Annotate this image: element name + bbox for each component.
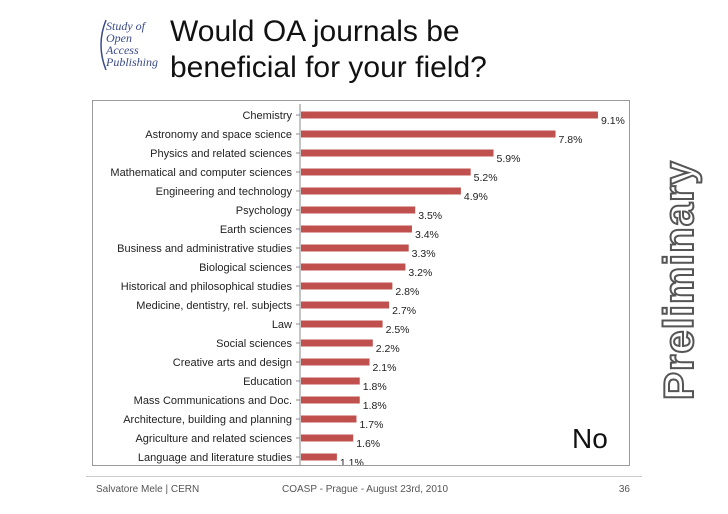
bar xyxy=(301,263,406,271)
bar xyxy=(301,244,409,252)
category-label: Business and administrative studies xyxy=(117,243,292,255)
data-label: 2.1% xyxy=(373,362,397,374)
bar xyxy=(301,225,412,233)
bar xyxy=(301,282,393,290)
data-label: 5.2% xyxy=(474,172,498,184)
data-label: 1.1% xyxy=(340,457,364,465)
category-label: Physics and related sciences xyxy=(150,148,292,160)
slide-footer: Salvatore Mele | CERN COASP - Prague - A… xyxy=(86,476,642,499)
category-label: Law xyxy=(272,319,292,331)
data-label: 3.2% xyxy=(408,267,432,279)
data-label: 4.9% xyxy=(464,191,488,203)
logo-line: Open xyxy=(106,31,132,45)
category-label: Historical and philosophical studies xyxy=(121,281,293,293)
bar xyxy=(301,206,416,214)
data-label: 2.5% xyxy=(386,324,410,336)
category-label: Earth sciences xyxy=(220,224,293,236)
category-label: Astronomy and space science xyxy=(145,129,292,141)
bar xyxy=(301,149,494,157)
data-label: 9.1% xyxy=(601,115,625,127)
data-label: 3.5% xyxy=(418,210,442,222)
bar xyxy=(301,415,357,423)
category-label: Language and literature studies xyxy=(138,452,293,464)
category-label: Chemistry xyxy=(242,110,292,122)
slide-title: Would OA journals be beneficial for your… xyxy=(170,14,487,86)
data-label: 2.2% xyxy=(376,343,400,355)
bar xyxy=(301,453,337,461)
category-label: Social sciences xyxy=(216,338,292,350)
bar xyxy=(301,301,390,309)
bar xyxy=(301,187,461,195)
data-label: 1.8% xyxy=(363,400,387,412)
data-label: 1.7% xyxy=(359,419,383,431)
category-label: Creative arts and design xyxy=(173,357,292,369)
category-label: Psychology xyxy=(236,205,293,217)
bar xyxy=(301,111,598,119)
preliminary-stamp: Preliminary xyxy=(654,159,703,401)
bar xyxy=(301,396,360,404)
bar xyxy=(301,358,370,366)
title-line-2: beneficial for your field? xyxy=(170,51,487,84)
chart-frame: Chemistry 9.1% Astronomy and space science… xyxy=(92,100,630,466)
bar xyxy=(301,130,556,138)
bar xyxy=(301,434,354,442)
logo-line: Study of xyxy=(106,19,145,33)
bar xyxy=(301,168,471,176)
footer-event: COASP - Prague - August 23rd, 2010 xyxy=(282,484,449,495)
data-label: 5.9% xyxy=(497,153,521,165)
footer-author: Salvatore Mele | CERN xyxy=(96,484,200,495)
answer-label: No xyxy=(572,423,608,454)
logo-line: Access xyxy=(106,43,139,57)
data-label: 3.4% xyxy=(415,229,439,241)
category-label: Medicine, dentistry, rel. subjects xyxy=(136,300,292,312)
title-line-1: Would OA journals be xyxy=(170,15,460,48)
category-label: Education xyxy=(243,376,292,388)
data-label: 1.6% xyxy=(356,438,380,450)
data-label: 3.3% xyxy=(412,248,436,260)
data-label: 7.8% xyxy=(559,134,583,146)
data-label: 2.8% xyxy=(395,286,419,298)
category-label: Architecture, building and planning xyxy=(123,414,292,426)
bar xyxy=(301,320,383,328)
bar-chart: Chemistry 9.1% Astronomy and space science… xyxy=(110,104,625,465)
category-label: Mathematical and computer sciences xyxy=(110,167,292,179)
data-label: 2.7% xyxy=(392,305,416,317)
logo-line: Publishing xyxy=(106,55,159,69)
category-label: Agriculture and related sciences xyxy=(135,433,292,445)
bar xyxy=(301,339,373,347)
category-label: Engineering and technology xyxy=(156,186,293,198)
category-label: Mass Communications and Doc. xyxy=(134,395,292,407)
page-number: 36 xyxy=(618,484,630,495)
data-label: 1.8% xyxy=(363,381,387,393)
bar xyxy=(301,377,360,385)
study-of-oa-publishing-logo xyxy=(100,19,107,71)
logo-text: Study of Open Access Publishing xyxy=(106,20,166,68)
category-label: Biological sciences xyxy=(199,262,292,274)
